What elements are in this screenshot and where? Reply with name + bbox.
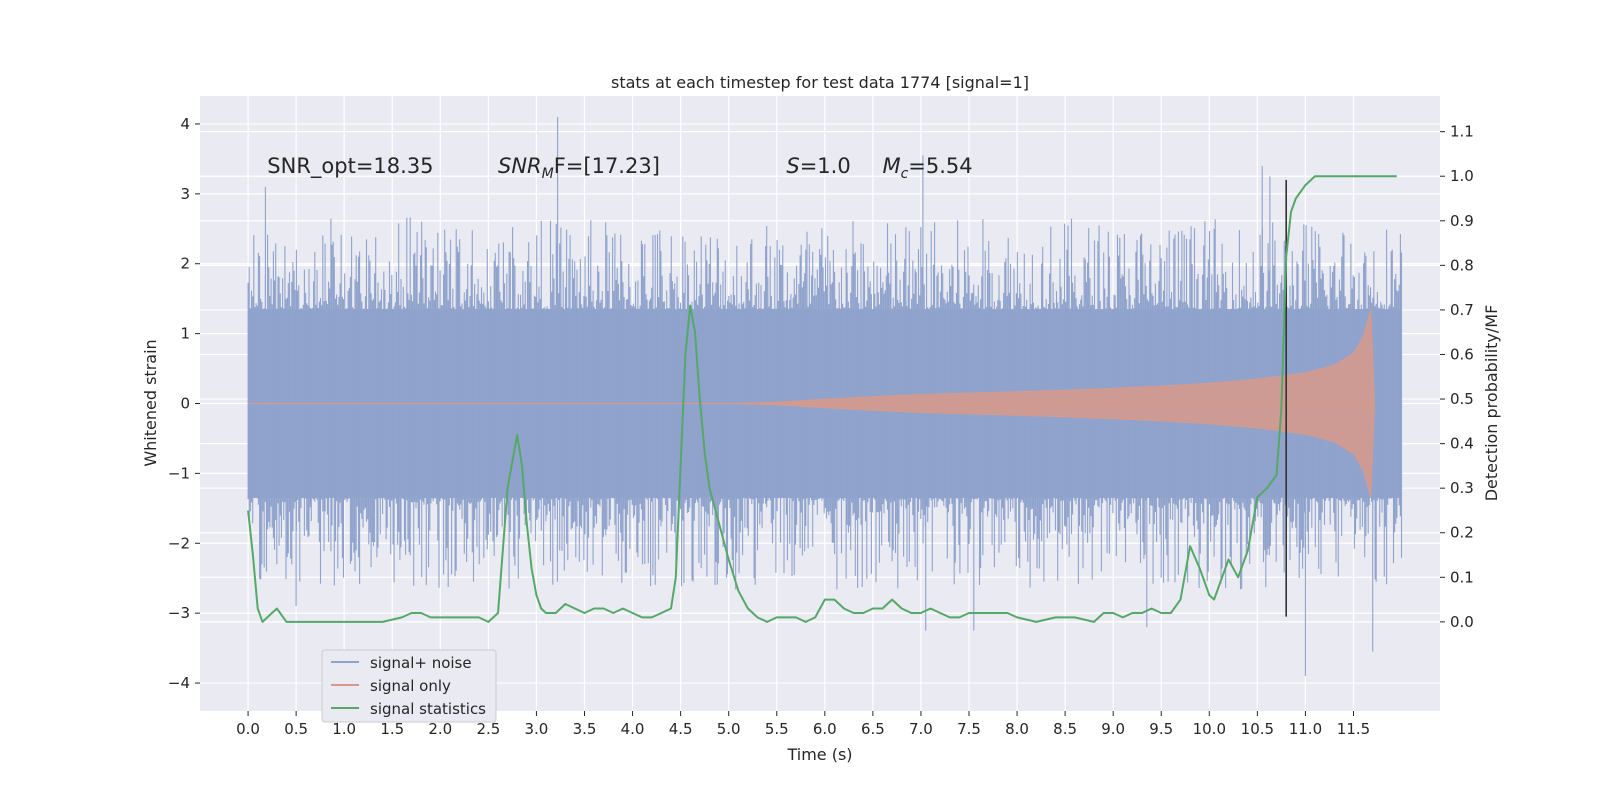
- chart-title: stats at each timestep for test data 177…: [611, 73, 1029, 92]
- x-tick-label: 10.5: [1241, 720, 1274, 738]
- x-tick-label: 4.5: [669, 720, 693, 738]
- y-right-tick-label: 1.1: [1450, 123, 1474, 141]
- x-tick-label: 9.0: [1101, 720, 1125, 738]
- y-right-tick-label: 0.6: [1450, 345, 1474, 363]
- x-tick-label: 11.5: [1337, 720, 1370, 738]
- x-tick-label: 2.5: [476, 720, 500, 738]
- legend-box: [321, 649, 497, 723]
- annotation-3: Mc=5.54: [882, 154, 972, 182]
- signal-statistics-trace: [247, 175, 1397, 623]
- x-tick-label: 2.0: [428, 720, 452, 738]
- y-left-tick-label: −4: [168, 674, 190, 692]
- annotations: SNR_opt=18.35 SNRMF=[17.23] S=1.0 Mc=5.54: [267, 154, 972, 182]
- axes-layer: 0.0 0.5 1.0 1.5 2.0 2.5 3.0 3.5 4.0 4.5 5.0 5.5 6.0 6…: [168, 115, 1474, 738]
- y-right-tick-label: 0.9: [1450, 212, 1474, 230]
- y-axis-label-left: Whitened strain: [141, 339, 160, 466]
- y-right-tick-label: 0.1: [1450, 568, 1474, 586]
- y-left-tick-label: 3: [180, 185, 190, 203]
- x-tick-label: 9.5: [1149, 720, 1173, 738]
- y-right-tick-label: 0.7: [1450, 301, 1474, 319]
- x-tick-label: 7.0: [909, 720, 933, 738]
- x-tick-label: 5.5: [765, 720, 789, 738]
- x-tick-label: 8.0: [1005, 720, 1029, 738]
- x-tick-label: 5.0: [717, 720, 741, 738]
- x-tick-label: 6.0: [813, 720, 837, 738]
- x-tick-label: 1.5: [380, 720, 404, 738]
- y-right-tick-label: 0.8: [1450, 256, 1474, 274]
- y-left-tick-label: 0: [180, 395, 190, 413]
- y-left-tick-label: −1: [168, 464, 190, 482]
- y-right-tick-label: 0.2: [1450, 524, 1474, 542]
- y-left-tick-label: −3: [168, 604, 190, 622]
- annotation-0: SNR_opt=18.35: [267, 154, 433, 179]
- y-axis-label-right: Detection probability/MF: [1482, 305, 1501, 502]
- y-right-tick-label: 0.5: [1450, 390, 1474, 408]
- x-tick-label: 3.5: [573, 720, 597, 738]
- x-tick-label: 0.5: [284, 720, 308, 738]
- x-tick-label: 4.0: [621, 720, 645, 738]
- y-left-tick-label: −2: [168, 534, 190, 552]
- x-tick-label: 0.0: [236, 720, 260, 738]
- legend-label-signal-statistics: signal statistics: [370, 700, 486, 718]
- x-tick-label: 1.0: [332, 720, 356, 738]
- y-left-tick-label: 2: [180, 255, 190, 273]
- legend-label-signal-noise: signal+ noise: [370, 654, 472, 672]
- y-right-tick-label: 0.0: [1450, 613, 1474, 631]
- annotation-2: S=1.0: [786, 154, 850, 178]
- legend-label-signal-only: signal only: [370, 677, 451, 695]
- y-left-tick-label: 1: [180, 325, 190, 343]
- legend: signal+ noise signal only signal statist…: [321, 649, 497, 723]
- x-tick-label: 8.5: [1053, 720, 1077, 738]
- plot-layer: [247, 117, 1403, 677]
- x-tick-label: 7.5: [957, 720, 981, 738]
- x-tick-label: 3.0: [525, 720, 549, 738]
- x-tick-label: 6.5: [861, 720, 885, 738]
- y-left-tick-label: 4: [180, 115, 190, 133]
- y-right-tick-label: 0.3: [1450, 479, 1474, 497]
- annotation-1: SNRMF=[17.23]: [498, 154, 660, 182]
- x-tick-label: 11.0: [1289, 720, 1322, 738]
- x-axis-label: Time (s): [786, 745, 852, 764]
- y-right-tick-label: 1.0: [1450, 167, 1474, 185]
- y-right-tick-label: 0.4: [1450, 435, 1474, 453]
- x-tick-label: 10.0: [1193, 720, 1226, 738]
